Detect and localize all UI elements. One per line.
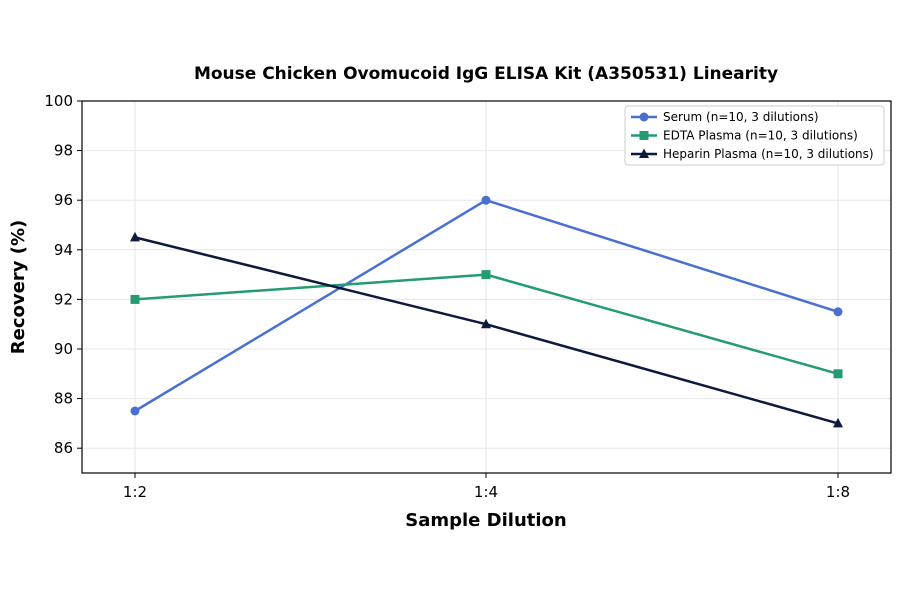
y-tick-label: 100 xyxy=(44,92,73,110)
chart-title: Mouse Chicken Ovomucoid IgG ELISA Kit (A… xyxy=(194,64,778,84)
legend-marker xyxy=(639,148,649,158)
x-axis: 1:2 1:4 1:8 xyxy=(123,473,850,501)
legend-box xyxy=(624,105,885,166)
legend: Serum (n=10, 3 dilutions) EDTA Plasma (n=… xyxy=(624,105,885,166)
x-tick-label: 1:4 xyxy=(474,483,498,501)
data-point xyxy=(481,270,491,280)
data-point xyxy=(130,406,140,416)
y-tick-label: 98 xyxy=(54,142,73,160)
data-point xyxy=(130,231,140,242)
legend-marker xyxy=(639,131,649,140)
x-tick-label: 1:2 xyxy=(123,483,147,501)
data-point xyxy=(833,307,843,317)
y-tick-label: 96 xyxy=(54,191,73,209)
legend-entry: Serum (n=10, 3 dilutions) xyxy=(663,110,819,124)
data-point xyxy=(481,195,491,205)
data-point xyxy=(833,369,843,379)
legend-marker xyxy=(639,112,649,122)
data-point xyxy=(130,294,140,304)
y-tick-label: 86 xyxy=(54,439,73,457)
y-axis-label: Recovery (%) xyxy=(8,220,29,354)
x-axis-label: Sample Dilution xyxy=(405,510,566,531)
y-tick-label: 94 xyxy=(54,241,73,259)
x-tick-label: 1:8 xyxy=(826,483,850,501)
y-tick-label: 88 xyxy=(54,390,73,408)
chart-series xyxy=(130,195,843,428)
data-point xyxy=(833,417,843,428)
y-tick-label: 92 xyxy=(54,290,73,308)
y-axis: 86 88 90 92 94 96 98 100 xyxy=(44,92,82,457)
legend-entry: EDTA Plasma (n=10, 3 dilutions) xyxy=(663,129,858,143)
legend-entry: Heparin Plasma (n=10, 3 dilutions) xyxy=(663,147,874,161)
y-tick-label: 90 xyxy=(54,340,73,358)
data-point xyxy=(481,318,491,329)
